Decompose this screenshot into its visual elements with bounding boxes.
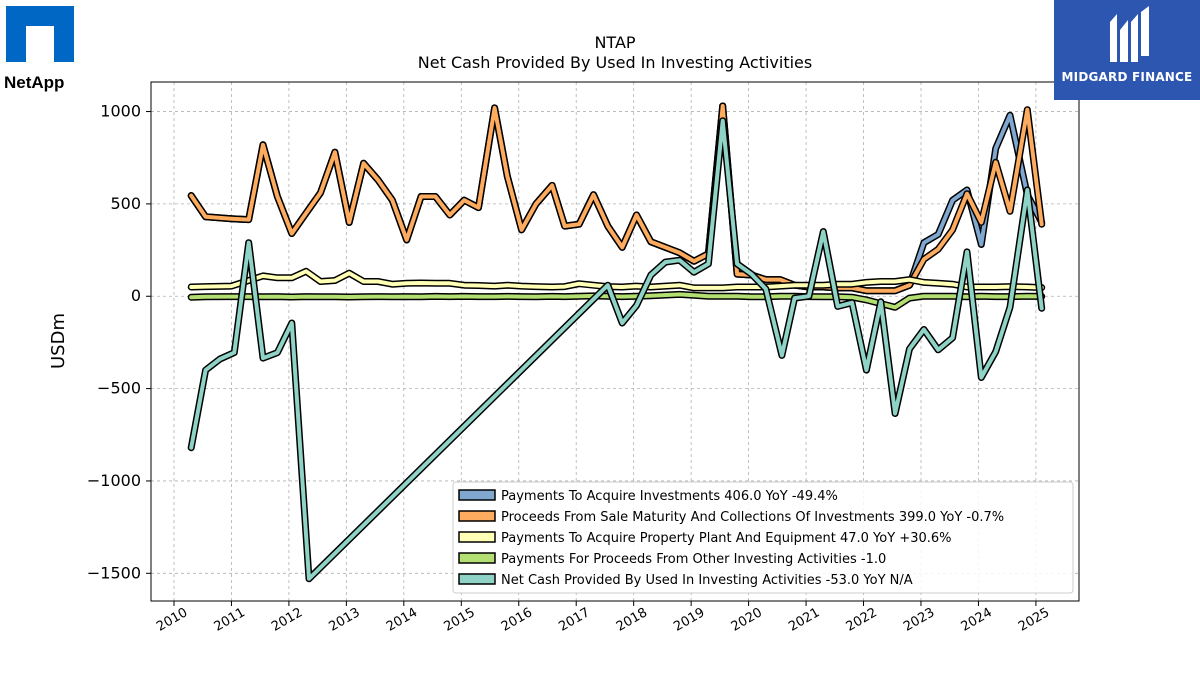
- netapp-logo-text: NetApp: [4, 73, 64, 92]
- x-axis: 2010 2011 2012 2013 2014 2015 2016 2017 2018 2019…: [154, 601, 1052, 635]
- plot-frame: [150, 81, 1080, 602]
- y-axis: 1000 500 0 −500 −1000 −1500: [87, 102, 151, 582]
- x-tick-label: 2020: [729, 605, 765, 635]
- series-line: [187, 117, 1046, 583]
- legend-label: Payments To Acquire Investments 406.0 Yo…: [501, 489, 838, 504]
- midgard-logo-text: MIDGARD FINANCE: [1061, 70, 1193, 84]
- legend-swatch: [458, 489, 496, 501]
- x-tick-label: 2024: [959, 605, 995, 635]
- x-tick-label: 2018: [614, 605, 650, 635]
- y-tick-label: 1000: [100, 102, 141, 121]
- x-tick-label: 2021: [786, 605, 822, 635]
- x-tick-label: 2023: [901, 605, 937, 635]
- netapp-logo: NetApp: [4, 4, 84, 94]
- y-tick-label: −1500: [87, 563, 141, 582]
- x-tick-label: 2019: [671, 605, 707, 635]
- legend: Payments To Acquire Investments 406.0 Yo…: [452, 481, 1074, 594]
- x-tick-label: 2025: [1016, 605, 1052, 635]
- x-tick-label: 2022: [844, 605, 880, 635]
- series-layer: [187, 102, 1046, 583]
- y-tick-label: −1000: [87, 471, 141, 490]
- series-line: [187, 102, 1046, 295]
- x-tick-label: 2017: [556, 605, 592, 635]
- x-tick-label: 2010: [154, 605, 190, 635]
- legend-label: Net Cash Provided By Used In Investing A…: [501, 573, 913, 588]
- legend-label: Payments For Proceeds From Other Investi…: [501, 552, 886, 567]
- x-tick-label: 2012: [269, 605, 305, 635]
- y-axis-label: USDm: [48, 313, 69, 369]
- y-tick-label: −500: [97, 379, 141, 398]
- x-tick-label: 2013: [327, 605, 363, 635]
- x-tick-label: 2014: [384, 605, 420, 635]
- midgard-logo-icon: [1110, 6, 1149, 62]
- y-tick-label: 0: [131, 286, 141, 305]
- x-tick-label: 2011: [212, 605, 248, 635]
- legend-swatch: [458, 510, 496, 522]
- legend-label: Payments To Acquire Property Plant And E…: [501, 531, 952, 546]
- legend-swatch: [458, 531, 496, 543]
- x-tick-label: 2016: [499, 605, 535, 635]
- legend-swatch: [458, 552, 496, 564]
- netapp-logo-icon: NetApp: [4, 6, 74, 92]
- series-line-stroke: [189, 104, 1044, 293]
- legend-swatch: [458, 573, 496, 585]
- legend-box: [452, 481, 1074, 594]
- series-line-stroke: [189, 118, 1044, 581]
- y-tick-label: 500: [110, 194, 141, 213]
- series-line: [187, 267, 1046, 292]
- chart-ticker: NTAP: [594, 33, 635, 52]
- series-line-stroke: [189, 269, 1044, 290]
- legend-label: Proceeds From Sale Maturity And Collecti…: [501, 510, 1004, 525]
- midgard-finance-logo: MIDGARD FINANCE: [1054, 0, 1200, 100]
- x-tick-label: 2015: [441, 605, 477, 635]
- chart-title: Net Cash Provided By Used In Investing A…: [418, 53, 812, 72]
